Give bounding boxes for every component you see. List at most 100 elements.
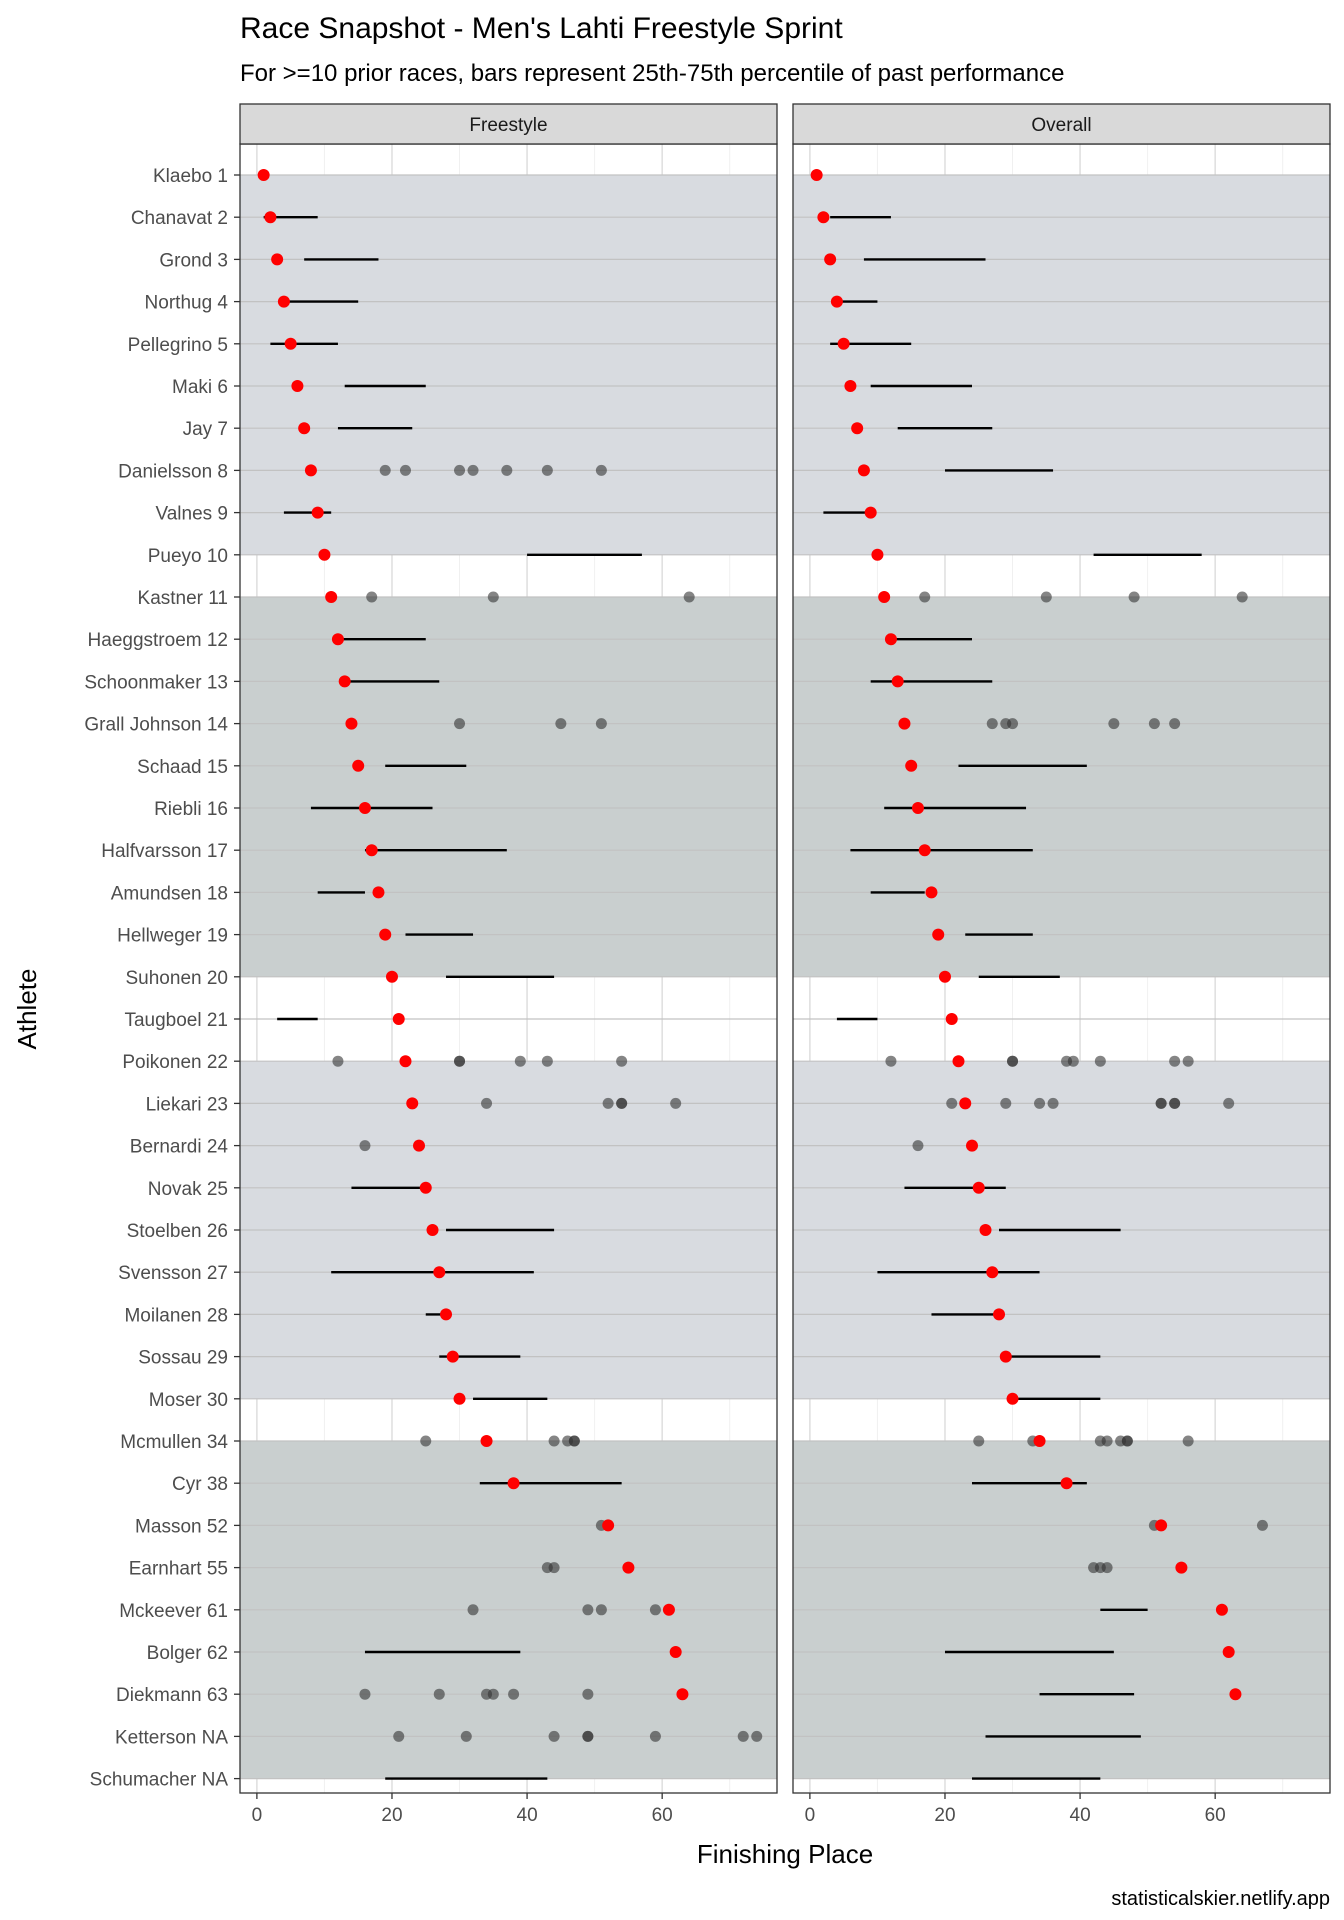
current-place-point <box>669 1646 682 1658</box>
past-result-point <box>1223 1097 1235 1109</box>
facet-strip <box>239 103 778 145</box>
y-tick-label: Cyr 38 <box>172 1474 228 1495</box>
past-result-point <box>1101 1562 1113 1574</box>
past-result-point <box>508 1688 520 1700</box>
current-place-point <box>352 759 365 772</box>
past-result-point <box>1182 1435 1194 1447</box>
current-place-point <box>810 169 823 181</box>
y-tick-label: Kastner 11 <box>138 588 228 609</box>
x-tick-label: 40 <box>517 1805 538 1826</box>
current-place-point <box>419 1181 432 1194</box>
current-place-point <box>884 633 897 646</box>
past-result-point <box>751 1730 763 1742</box>
past-result-point <box>1169 1097 1181 1109</box>
current-place-point <box>379 928 392 941</box>
y-tick-label: Grall Johnson 14 <box>84 715 228 736</box>
y-tick-label: Poikonen 22 <box>122 1052 228 1073</box>
past-result-point <box>649 1730 661 1742</box>
past-result-point <box>1256 1519 1268 1531</box>
past-result-point <box>393 1730 405 1742</box>
past-result-point <box>973 1435 985 1447</box>
y-tick-label: Schumacher NA <box>90 1770 229 1791</box>
past-result-point <box>501 464 513 476</box>
past-result-point <box>467 464 479 476</box>
row-band <box>793 597 1330 977</box>
source-caption: statisticalskier.netlify.app <box>1111 1888 1330 1910</box>
facet-strip-label: Overall <box>1031 115 1091 136</box>
current-place-point <box>830 295 843 308</box>
y-tick-label: Novak 25 <box>148 1179 228 1200</box>
y-tick-label: Chanavat 2 <box>131 208 228 229</box>
x-axis-title: Finishing Place <box>697 1839 873 1869</box>
past-result-point <box>332 1055 344 1067</box>
x-tick-label: 0 <box>252 1805 263 1826</box>
y-tick-label: Moser 30 <box>149 1390 228 1411</box>
row-band <box>240 175 777 555</box>
past-result-point <box>366 591 378 603</box>
current-place-point <box>365 844 378 857</box>
past-result-point <box>467 1604 479 1616</box>
current-place-point <box>440 1308 453 1321</box>
y-tick-label: Masson 52 <box>135 1516 228 1537</box>
past-result-point <box>595 718 607 730</box>
past-result-point <box>454 464 466 476</box>
current-place-point <box>864 506 877 519</box>
y-tick-label: Pellegrino 5 <box>128 335 228 356</box>
current-place-point <box>480 1435 493 1447</box>
current-place-point <box>1229 1688 1242 1701</box>
current-place-point <box>952 1055 965 1068</box>
current-place-point <box>871 548 884 561</box>
current-place-point <box>392 1013 405 1025</box>
y-tick-label: Earnhart 55 <box>129 1559 228 1580</box>
current-place-point <box>264 211 277 224</box>
past-result-point <box>541 1055 553 1067</box>
current-place-point <box>426 1224 439 1236</box>
current-place-point <box>257 169 270 181</box>
past-result-point <box>1148 718 1160 730</box>
past-result-point <box>433 1688 445 1700</box>
panel-overall: Overall 0 20 40 60 <box>792 103 1331 1826</box>
past-result-point <box>649 1604 661 1616</box>
past-result-point <box>555 718 567 730</box>
past-result-point <box>1108 718 1120 730</box>
current-place-point <box>1060 1477 1073 1490</box>
past-result-point <box>885 1055 897 1067</box>
current-place-point <box>1033 1435 1046 1447</box>
chart-subtitle: For >=10 prior races, bars represent 25t… <box>240 60 1064 87</box>
current-place-point <box>972 1181 985 1194</box>
current-place-point <box>1215 1603 1228 1616</box>
current-place-point <box>413 1139 425 1152</box>
y-tick-label: Northug 4 <box>145 293 229 314</box>
past-result-point <box>1007 718 1019 730</box>
past-result-point <box>1169 1055 1181 1067</box>
current-place-point <box>446 1350 459 1363</box>
past-result-point <box>460 1730 472 1742</box>
past-result-point <box>670 1097 682 1109</box>
y-tick-label: Bernardi 24 <box>130 1137 229 1158</box>
past-result-point <box>481 1097 493 1109</box>
current-place-point <box>318 548 331 561</box>
past-result-point <box>1094 1055 1106 1067</box>
past-result-point <box>1236 591 1248 603</box>
past-result-point <box>1007 1055 1019 1067</box>
panels-layer: Freestyle 0 20 40 60 Overall 0 20 40 60 <box>239 103 1331 1826</box>
row-band <box>793 175 1330 555</box>
y-axis-tick-labels: Klaebo 1 Chanavat 2 Grond 3 Northug 4 Pelleg… <box>84 166 240 1791</box>
past-result-point <box>912 1140 924 1152</box>
y-tick-label: Schoonmaker 13 <box>84 672 228 693</box>
past-result-point <box>986 718 998 730</box>
y-tick-label: Svensson 27 <box>118 1263 228 1284</box>
current-place-point <box>399 1055 412 1068</box>
x-tick-label: 20 <box>381 1805 402 1826</box>
current-place-point <box>284 337 297 350</box>
current-place-point <box>932 928 945 941</box>
past-result-point <box>568 1435 580 1447</box>
past-result-point <box>616 1055 628 1067</box>
past-result-point <box>1101 1435 1113 1447</box>
y-tick-label: Maki 6 <box>172 377 228 398</box>
x-tick-label: 60 <box>1205 1805 1226 1826</box>
panel-freestyle: Freestyle 0 20 40 60 <box>239 103 778 1826</box>
past-result-point <box>595 464 607 476</box>
y-tick-label: Stoelben 26 <box>127 1221 228 1242</box>
